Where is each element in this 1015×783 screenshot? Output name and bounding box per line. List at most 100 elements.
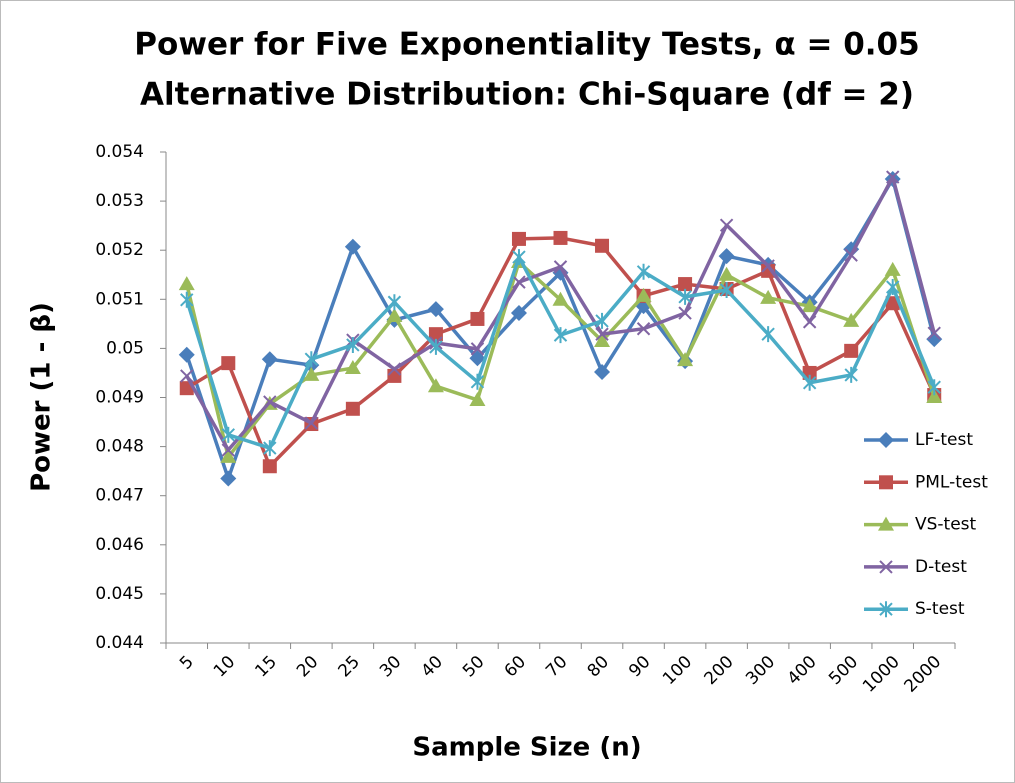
data-point: [595, 238, 610, 253]
data-point: [386, 307, 403, 322]
y-tick-label: 0.045: [95, 584, 144, 604]
data-point: [760, 289, 777, 304]
data-point: [635, 287, 652, 302]
data-point: [221, 443, 235, 457]
data-point: [843, 312, 860, 327]
data-point: [595, 327, 609, 341]
data-point: [761, 259, 775, 273]
data-point: [594, 363, 611, 380]
legend-marker: [879, 601, 893, 618]
data-point: [761, 263, 776, 278]
data-point: [470, 373, 485, 390]
data-point: [178, 346, 195, 363]
data-point: [429, 338, 443, 355]
data-point: [387, 362, 402, 376]
data-point: [180, 369, 194, 383]
data-point: [344, 360, 361, 375]
data-point: [761, 326, 775, 343]
data-point: [261, 351, 278, 368]
data-point: [180, 291, 194, 308]
legend-label: D-test: [915, 557, 967, 577]
legend-label: LF-test: [915, 430, 973, 450]
data-point: [718, 266, 735, 281]
data-point: [678, 288, 692, 305]
legend-marker: [878, 432, 894, 448]
data-point: [844, 248, 858, 262]
data-point: [801, 298, 818, 313]
data-point: [718, 248, 735, 265]
data-point: [220, 448, 237, 463]
legend-label: PML-test: [915, 472, 988, 492]
y-tick-label: 0.05: [106, 338, 144, 358]
data-point: [387, 294, 402, 311]
y-tick-label: 0.052: [95, 240, 144, 260]
chart-subtitle: Alternative Distribution: Chi-Square (df…: [140, 77, 914, 113]
data-point: [511, 231, 526, 246]
data-point: [553, 230, 568, 245]
data-point: [387, 368, 402, 383]
y-tick-label: 0.047: [95, 486, 144, 506]
data-point: [719, 218, 734, 232]
data-point: [345, 401, 360, 416]
y-tick-label: 0.054: [95, 142, 144, 162]
data-point: [263, 440, 277, 457]
data-point: [678, 306, 692, 320]
data-point: [553, 327, 568, 344]
data-point: [927, 326, 941, 340]
legend-marker: [879, 475, 893, 490]
data-point: [428, 327, 443, 342]
data-point: [636, 322, 651, 336]
data-point: [677, 352, 694, 367]
data-point: [926, 331, 943, 348]
data-point: [844, 343, 859, 358]
data-point: [927, 379, 941, 396]
data-point: [221, 356, 236, 371]
y-tick-label: 0.053: [95, 191, 144, 211]
y-tick-label: 0.046: [95, 535, 144, 555]
legend-marker: [879, 560, 893, 574]
data-point: [263, 395, 277, 409]
data-point: [844, 366, 858, 383]
x-axis-title: Sample Size (n): [412, 733, 641, 763]
data-point: [719, 281, 734, 298]
data-point: [220, 470, 237, 487]
data-point: [886, 279, 900, 296]
y-tick-label: 0.048: [95, 437, 144, 457]
data-point: [802, 315, 817, 329]
data-point: [427, 378, 444, 393]
data-point: [552, 291, 569, 306]
data-point: [344, 238, 361, 255]
data-point: [678, 277, 693, 292]
legend-label: VS-test: [915, 515, 977, 535]
y-tick-label: 0.051: [95, 289, 144, 309]
legend-marker: [878, 516, 894, 531]
data-point: [303, 366, 320, 381]
data-point: [221, 426, 235, 443]
data-point: [512, 275, 526, 289]
chart-title: Power for Five Exponentiality Tests, α =…: [134, 27, 919, 63]
data-point: [304, 416, 319, 430]
data-point: [512, 249, 526, 266]
data-point: [469, 391, 486, 406]
data-point: [926, 389, 943, 404]
data-point: [262, 459, 277, 474]
data-point: [636, 263, 651, 280]
data-point: [802, 374, 817, 391]
y-tick-label: 0.044: [95, 633, 144, 653]
data-point: [427, 301, 444, 318]
data-point: [594, 333, 611, 348]
data-point: [470, 311, 485, 326]
data-point: [886, 170, 900, 184]
data-point: [304, 351, 319, 368]
data-point: [595, 312, 609, 329]
data-point: [510, 305, 527, 322]
data-point: [346, 336, 360, 353]
y-axis-title: Power (1 - β): [27, 302, 57, 492]
data-point: [553, 260, 568, 274]
y-tick-label: 0.049: [95, 388, 144, 408]
legend-label: S-test: [915, 599, 965, 619]
data-point: [884, 261, 901, 276]
data-point: [178, 276, 195, 291]
